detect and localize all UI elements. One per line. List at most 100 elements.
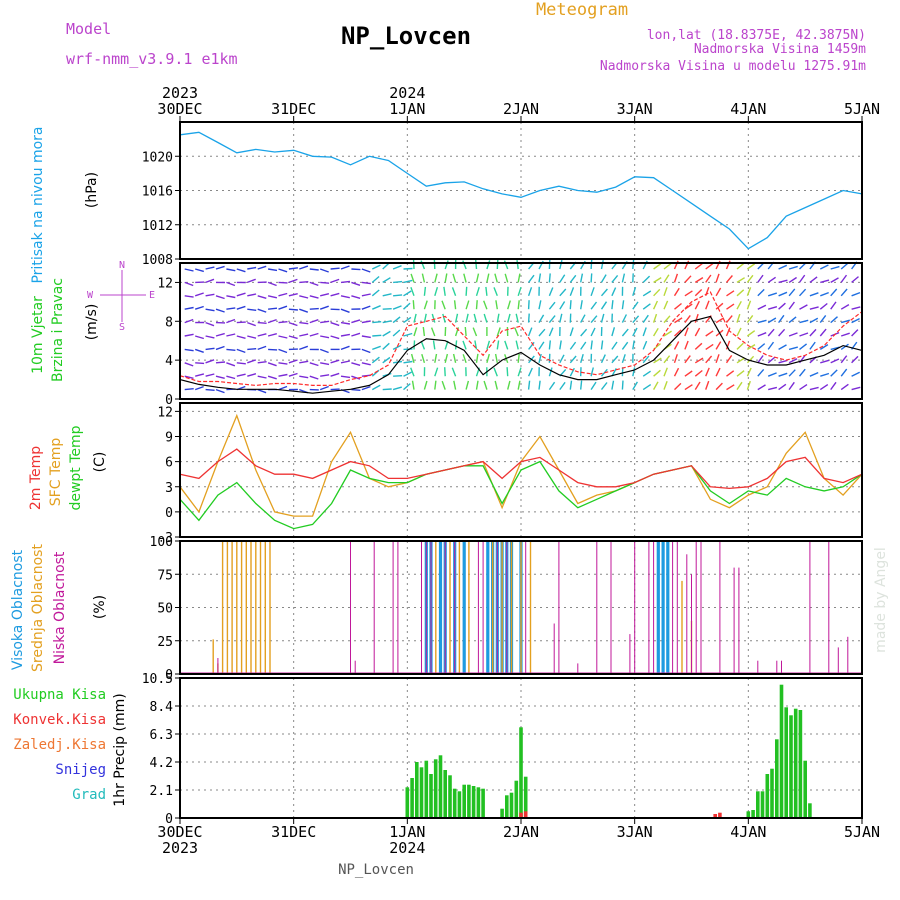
cloud-low-bar — [828, 541, 830, 674]
wind-arrow — [434, 286, 439, 297]
cloud-high-bar — [661, 541, 665, 674]
top-year-label: 2023 — [162, 84, 198, 102]
wind-arrow — [694, 342, 703, 350]
wind-arrow — [788, 369, 796, 377]
wind-arrow — [351, 375, 361, 380]
cloud-low-bar — [577, 663, 579, 674]
wind-arrow — [830, 381, 837, 391]
wind-arrow — [767, 328, 775, 337]
wind-arrow — [483, 380, 488, 390]
precip-ytick-label: 10.5 — [142, 672, 173, 687]
wind-arrow — [725, 315, 733, 324]
wind-arrow — [809, 306, 819, 310]
wind-arrow — [372, 321, 382, 324]
wind-arrow — [507, 313, 511, 323]
wind-arrow — [580, 300, 583, 310]
cloud-plot-border — [179, 540, 863, 675]
pressure-line — [179, 131, 863, 250]
cloud-low-bar — [733, 567, 735, 674]
wind-arrow — [621, 314, 628, 323]
wind-arrow — [653, 357, 662, 364]
precip-ytick-label: 6.3 — [150, 728, 173, 743]
wind-arrow — [236, 268, 246, 273]
product-label: Meteogram — [536, 0, 628, 20]
wind-arrow — [569, 300, 572, 310]
wind-arrow — [309, 307, 319, 310]
wind-arrow — [205, 373, 215, 377]
precip-total-bar — [433, 759, 438, 818]
wind-arrow — [746, 263, 756, 270]
wind-arrow — [278, 335, 288, 339]
precip-ytick-label: 2.1 — [150, 784, 173, 799]
dewpoint-ylabel: dewpt Temp — [68, 425, 84, 510]
cloud-low-bar — [653, 541, 655, 674]
wind-arrow — [485, 286, 488, 296]
wind-arrow — [611, 355, 619, 364]
wind-arrow — [799, 332, 809, 337]
wind-arrow — [538, 300, 542, 310]
wind-arrow — [215, 388, 225, 394]
wind-arrow — [621, 354, 626, 364]
wind-arrow — [517, 300, 520, 310]
wind-arrow — [715, 302, 724, 310]
wind-arrow — [431, 313, 436, 323]
wind-arrow — [809, 292, 819, 297]
wind-arrow — [493, 287, 498, 297]
wind-arrow — [778, 314, 785, 324]
wind-arrow — [226, 318, 236, 324]
wind-arrow — [851, 371, 861, 377]
wind-arrow — [403, 383, 411, 391]
wind-arrow — [600, 354, 606, 364]
wind-arrow — [621, 380, 624, 390]
wind-arrow — [768, 306, 778, 310]
wind-arrow — [330, 278, 340, 284]
wind-arrow — [600, 288, 608, 297]
precip-conv-bar — [523, 811, 528, 818]
temp-ytick-label: 0 — [165, 506, 173, 521]
wind-arrow — [340, 333, 351, 337]
wind-arrow — [788, 288, 796, 297]
temp-ytick-label: 9 — [165, 431, 173, 446]
wind-arrow — [195, 362, 205, 365]
wind-arrow — [494, 353, 498, 363]
compass-n: N — [119, 260, 125, 271]
wind-arrow — [309, 295, 319, 299]
wind-arrow — [236, 373, 246, 377]
precip-ytick-label: 4.2 — [150, 756, 173, 771]
wind-arrow — [351, 319, 361, 324]
watermark: made by Angel — [873, 547, 889, 653]
wind-arrow — [642, 303, 651, 310]
wind-arrow — [451, 367, 457, 377]
wind-arrow — [517, 380, 521, 390]
wind-arrow — [569, 327, 574, 337]
cloud-mid-bar — [468, 541, 470, 674]
wind-arrow — [442, 313, 446, 323]
wind-arrow — [288, 267, 298, 270]
wind-arrow — [663, 367, 668, 377]
cloud-low-bar — [700, 541, 702, 674]
wind-arrow — [725, 275, 733, 283]
wind-arrow — [538, 353, 542, 363]
wind-arrow — [288, 293, 298, 297]
wind-arrow — [299, 375, 309, 379]
wind-arrow — [559, 260, 563, 270]
precip-total-bar — [438, 755, 443, 818]
wind-arrow — [673, 287, 680, 297]
cloud-low-bar — [558, 541, 560, 674]
wind-arrow — [820, 279, 830, 284]
precip-total-bar — [770, 768, 774, 818]
wind-arrow — [452, 273, 457, 283]
precip-ytick-label: 0 — [165, 812, 173, 827]
wind-arrow — [465, 300, 470, 310]
wind-arrow — [726, 384, 735, 391]
wind-arrow — [663, 355, 671, 364]
wind-arrow — [278, 268, 288, 273]
bottom-date-label: 30DEC — [157, 823, 202, 841]
pressure-plot-border — [179, 121, 863, 260]
wind-arrow — [382, 293, 392, 297]
wind-arrow — [194, 305, 204, 310]
cloud-mid-bar — [212, 639, 214, 674]
precip-plot-border — [179, 677, 863, 819]
wind-arrow — [267, 318, 277, 324]
cloud-ytick-label: 50 — [157, 602, 173, 617]
